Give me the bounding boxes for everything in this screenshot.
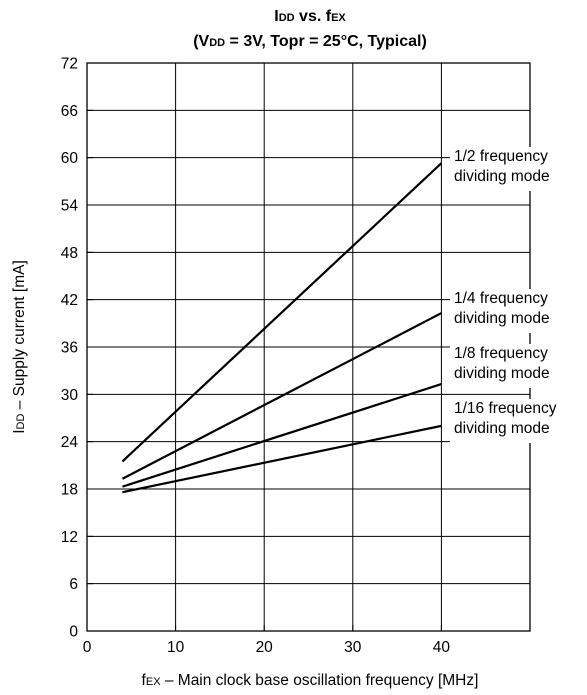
y-tick-label: 0 [69,624,78,641]
y-axis-label-rest: – Supply current [mA] [11,260,28,413]
series-label-line1: 1/4 frequency [454,290,548,307]
x-tick-label: 10 [167,639,185,656]
series-label-line1: 1/2 frequency [454,148,548,165]
y-tick-label: 24 [61,434,79,451]
title-mid: vs. f [295,8,332,25]
x-axis-label: fEX – Main clock base oscillation freque… [142,672,479,689]
series [121,162,443,494]
series-line [121,312,442,480]
series-label-line2: dividing mode [454,420,550,437]
y-axis-label-main: I [11,429,28,433]
y-tick-label: 6 [69,576,78,593]
x-tick-label: 20 [256,639,274,656]
series-label-bg [450,289,554,333]
subtitle-part1-sub: DD [209,37,225,49]
y-tick-label: 54 [61,198,79,215]
x-tick-label: 0 [83,639,92,656]
y-tick-label: 36 [61,340,78,357]
title-mid-sub: EX [331,12,346,24]
x-axis-label-sub: EX [146,676,161,688]
series-labels: 1/2 frequency dividing mode 1/4 frequency d… [450,147,561,443]
x-tick-label: 40 [433,639,451,656]
chart-title: IDD vs. fEX [274,8,346,25]
series-label-line1: 1/16 frequency [454,400,557,417]
x-axis-label-main: f [142,672,147,689]
y-tick-label: 30 [61,387,79,404]
y-tick-label: 42 [61,292,78,309]
y-tick-label: 12 [61,529,78,546]
title-main: I [274,8,278,25]
series-line [122,424,442,494]
y-tick-label: 18 [61,482,78,499]
series-label-line2: dividing mode [454,168,550,185]
y-axis-label-sub: DD [15,414,27,430]
series-label-line1: 1/8 frequency [454,345,548,362]
y-tick-label: 48 [61,245,78,262]
chart-subtitle: (VDD = 3V, Topr = 25°C, Typical) [193,33,427,50]
series-label-line2: dividing mode [454,365,550,382]
series-label-bg [450,344,554,388]
series-label-bg [450,147,554,191]
x-axis-label-rest: – Main clock base oscillation frequency … [161,672,479,689]
ticks: 0 6 12 18 24 30 36 42 48 54 60 66 72 0 10 20 30 40 [61,56,451,657]
title-main-sub: DD [279,12,295,24]
subtitle-part2: = 3V, Topr = 25°C, Typical) [225,33,427,50]
y-tick-label: 72 [61,56,78,73]
y-axis-label: IDD – Supply current [mA] [11,260,28,434]
series-label-line2: dividing mode [454,310,550,327]
series-line [122,383,442,488]
x-tick-label: 30 [344,639,362,656]
series-label-bg [450,399,561,443]
y-tick-label: 60 [61,150,79,167]
subtitle-part1: (V [193,33,209,50]
y-tick-label: 66 [61,103,78,120]
series-line [121,162,443,463]
